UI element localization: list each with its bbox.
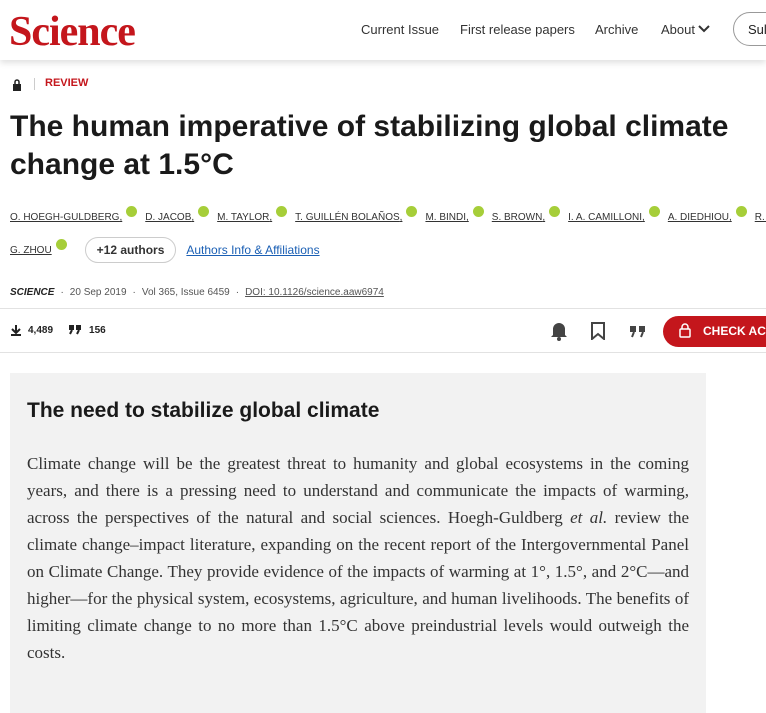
date: 20 Sep 2019 — [69, 287, 127, 298]
alert-icon[interactable] — [550, 321, 568, 341]
cite-icon[interactable] — [630, 326, 646, 338]
doi-link[interactable]: DOI: 10.1126/science.aaw6974 — [245, 287, 384, 298]
dot: · — [132, 287, 136, 298]
abstract-text: Climate change will be the greatest thre… — [27, 450, 689, 666]
citations: 156 — [89, 324, 106, 336]
orcid-icon[interactable] — [472, 206, 484, 217]
affiliations-link[interactable]: Authors Info & Affiliations — [186, 243, 320, 257]
journal: SCIENCE — [10, 287, 55, 298]
dot: · — [235, 287, 240, 298]
lock-icon — [679, 323, 691, 338]
volume: Vol 365, Issue 6459 — [141, 287, 230, 298]
meta-row: SCIENCE · 20 Sep 2019 · Vol 365, Issue 645… — [10, 287, 384, 298]
orcid-icon[interactable] — [276, 206, 288, 217]
text: review the climate change–impact literat… — [27, 508, 689, 662]
section-label: REVIEW — [45, 77, 89, 89]
orcid-icon[interactable] — [126, 206, 138, 217]
downloads: 4,489 — [28, 324, 54, 336]
nav-link[interactable]: Archive — [595, 22, 639, 37]
author-link[interactable]: R. DJALANTE — [755, 212, 766, 223]
author-link[interactable]: M. BINDI — [425, 212, 468, 223]
download-icon — [11, 325, 21, 336]
orcid-icon[interactable] — [735, 206, 747, 217]
quote-icon — [69, 325, 82, 335]
author-list: O. HOEGH-GULDBERG D. JACOB M. TAYLOR T. … — [10, 206, 766, 223]
more-authors-button[interactable]: +12 authors — [84, 237, 177, 263]
author-link[interactable]: D. JACOB — [145, 212, 194, 223]
lock-icon — [13, 79, 21, 91]
nav-link[interactable]: First release papers — [460, 22, 575, 37]
chevron-icon — [698, 25, 710, 33]
divider — [0, 352, 766, 353]
dot: · — [60, 287, 64, 298]
metrics: 4,489 156 — [10, 324, 106, 336]
divider — [0, 308, 766, 309]
author-list: G. ZHOU +12 authors Authors Info & Affil… — [10, 237, 320, 263]
logo[interactable]: Science — [9, 9, 136, 55]
author-link[interactable]: T. GUILLÉN BOLAÑOS — [295, 212, 402, 223]
author-link[interactable]: I. A. CAMILLONI — [568, 212, 645, 223]
text: et al. — [570, 508, 608, 527]
orcid-icon[interactable] — [648, 206, 660, 217]
author-link[interactable]: G. ZHOU — [10, 244, 52, 256]
divider — [34, 78, 35, 90]
author-link[interactable]: A. DIEDHIOU — [668, 212, 732, 223]
orcid-icon[interactable] — [406, 206, 418, 217]
author-link[interactable]: O. HOEGH-GULDBERG — [10, 212, 122, 223]
text: Climate change will be the greatest thre… — [27, 454, 689, 527]
nav-link[interactable]: Current Issue — [361, 22, 440, 37]
abstract-heading: The need to stabilize global climate — [27, 399, 380, 422]
author-link[interactable]: M. TAYLOR — [217, 212, 272, 223]
nav-link[interactable]: About — [661, 22, 695, 37]
orcid-icon[interactable] — [55, 238, 67, 250]
orcid-icon[interactable] — [549, 206, 561, 217]
header: Science Current Issue First release pape… — [0, 0, 766, 60]
search-box[interactable]: Sul — [733, 12, 766, 46]
bookmark-icon[interactable] — [591, 322, 605, 340]
author-link[interactable]: S. BROWN — [492, 212, 545, 223]
abstract-box: The need to stabilize global climate Cli… — [10, 373, 706, 713]
article-title: The human imperative of stabilizing glob… — [10, 110, 729, 181]
orcid-icon[interactable] — [198, 206, 210, 217]
